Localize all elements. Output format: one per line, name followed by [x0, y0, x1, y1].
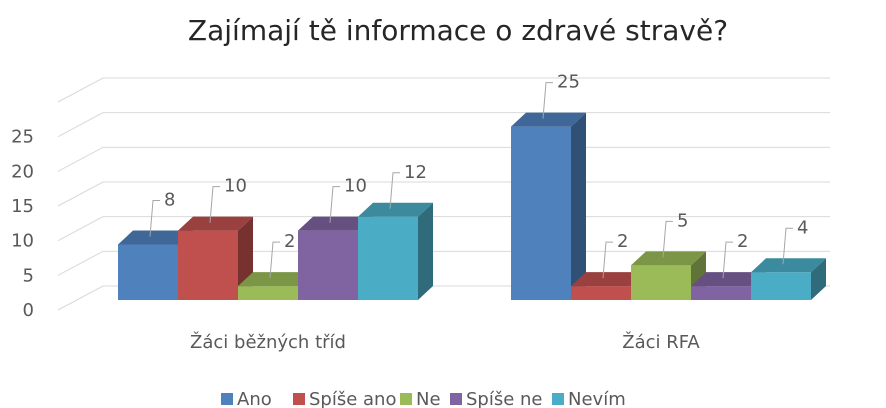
bar-front: [751, 272, 811, 300]
bar-side: [811, 258, 826, 300]
data-label: 2: [737, 231, 748, 252]
legend-label: Nevím: [568, 389, 626, 408]
data-label: 2: [617, 231, 628, 252]
data-label: 8: [164, 190, 175, 211]
y-tick-label: 25: [11, 127, 34, 148]
y-tick-label: 5: [23, 265, 34, 286]
legend-label: Spíše ne: [466, 389, 543, 408]
legend-label: Ne: [416, 389, 441, 408]
bar-top: [118, 230, 193, 245]
grid-line: [57, 216, 830, 242]
bar-front: [358, 216, 418, 300]
bar-front: [118, 244, 178, 300]
bar-top: [178, 216, 253, 231]
x-tick-label: Žáci RFA: [622, 331, 700, 353]
bar-front: [178, 230, 238, 300]
y-tick-label: 0: [23, 300, 34, 321]
bar-top: [631, 251, 706, 266]
grid-line: [57, 112, 830, 138]
leader-line: [782, 227, 793, 265]
bar-front: [238, 286, 298, 300]
bar-top: [571, 272, 646, 287]
legend-swatch: [552, 393, 564, 405]
bar-top: [358, 202, 433, 217]
legend-label: Ano: [237, 389, 272, 408]
bar-front: [298, 230, 358, 300]
legend-swatch: [400, 393, 412, 405]
bar-front: [631, 265, 691, 300]
bar-top: [751, 258, 826, 273]
bar: [358, 202, 433, 300]
bar-side: [418, 202, 433, 300]
bar-front: [511, 126, 571, 301]
data-label: 12: [404, 162, 427, 183]
leader-line: [269, 241, 280, 279]
legend-swatch: [221, 393, 233, 405]
data-label: 4: [797, 217, 808, 238]
grid-line: [57, 77, 830, 103]
bar-front: [691, 286, 751, 300]
grid-line: [57, 250, 830, 276]
y-tick-label: 15: [11, 196, 34, 217]
chart-title: Zajímají tě informace o zdravé stravě?: [188, 14, 728, 47]
data-label: 10: [344, 176, 367, 197]
data-label: 25: [557, 72, 580, 93]
leader-line: [602, 241, 613, 279]
leader-line: [329, 186, 340, 223]
leader-line: [149, 200, 160, 237]
bar-top: [298, 216, 373, 231]
bar: [511, 112, 586, 301]
bar-top: [691, 272, 766, 287]
y-tick-label: 20: [11, 161, 34, 182]
grid-line: [57, 181, 830, 207]
data-label: 2: [284, 231, 295, 252]
leader-line: [662, 220, 673, 258]
bar-side: [571, 112, 586, 301]
bar: [751, 258, 826, 300]
legend-swatch: [293, 393, 305, 405]
legend-swatch: [450, 393, 462, 405]
legend-label: Spíše ano: [309, 389, 396, 408]
bar-top: [238, 272, 313, 287]
leader-line: [542, 82, 553, 119]
grid-line: [57, 146, 830, 172]
x-tick-label: Žáci běžných tříd: [190, 331, 346, 353]
bar-top: [511, 112, 586, 127]
leader-line: [389, 172, 400, 209]
leader-line: [209, 186, 220, 223]
bar-front: [571, 286, 631, 300]
data-label: 5: [677, 210, 688, 231]
y-tick-label: 10: [11, 231, 34, 252]
leader-line: [722, 241, 733, 279]
data-label: 10: [224, 176, 247, 197]
